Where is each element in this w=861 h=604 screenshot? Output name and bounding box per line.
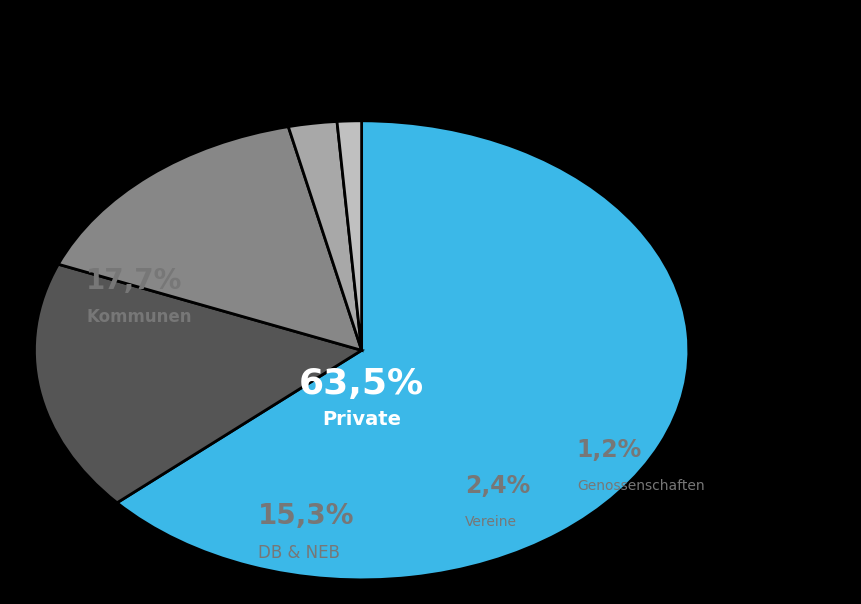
Wedge shape xyxy=(34,264,362,503)
Text: DB & NEB: DB & NEB xyxy=(258,544,340,562)
Wedge shape xyxy=(59,127,362,350)
Text: Genossenschaften: Genossenschaften xyxy=(577,479,704,493)
Text: 15,3%: 15,3% xyxy=(258,503,355,530)
Text: Private: Private xyxy=(322,410,401,429)
Wedge shape xyxy=(337,121,362,350)
Text: 2,4%: 2,4% xyxy=(465,474,530,498)
Wedge shape xyxy=(288,121,362,350)
Text: 17,7%: 17,7% xyxy=(86,267,183,295)
Text: 1,2%: 1,2% xyxy=(577,438,642,462)
Wedge shape xyxy=(117,121,689,580)
Text: 63,5%: 63,5% xyxy=(299,367,424,400)
Text: Kommunen: Kommunen xyxy=(86,308,192,326)
Text: Vereine: Vereine xyxy=(465,515,517,530)
